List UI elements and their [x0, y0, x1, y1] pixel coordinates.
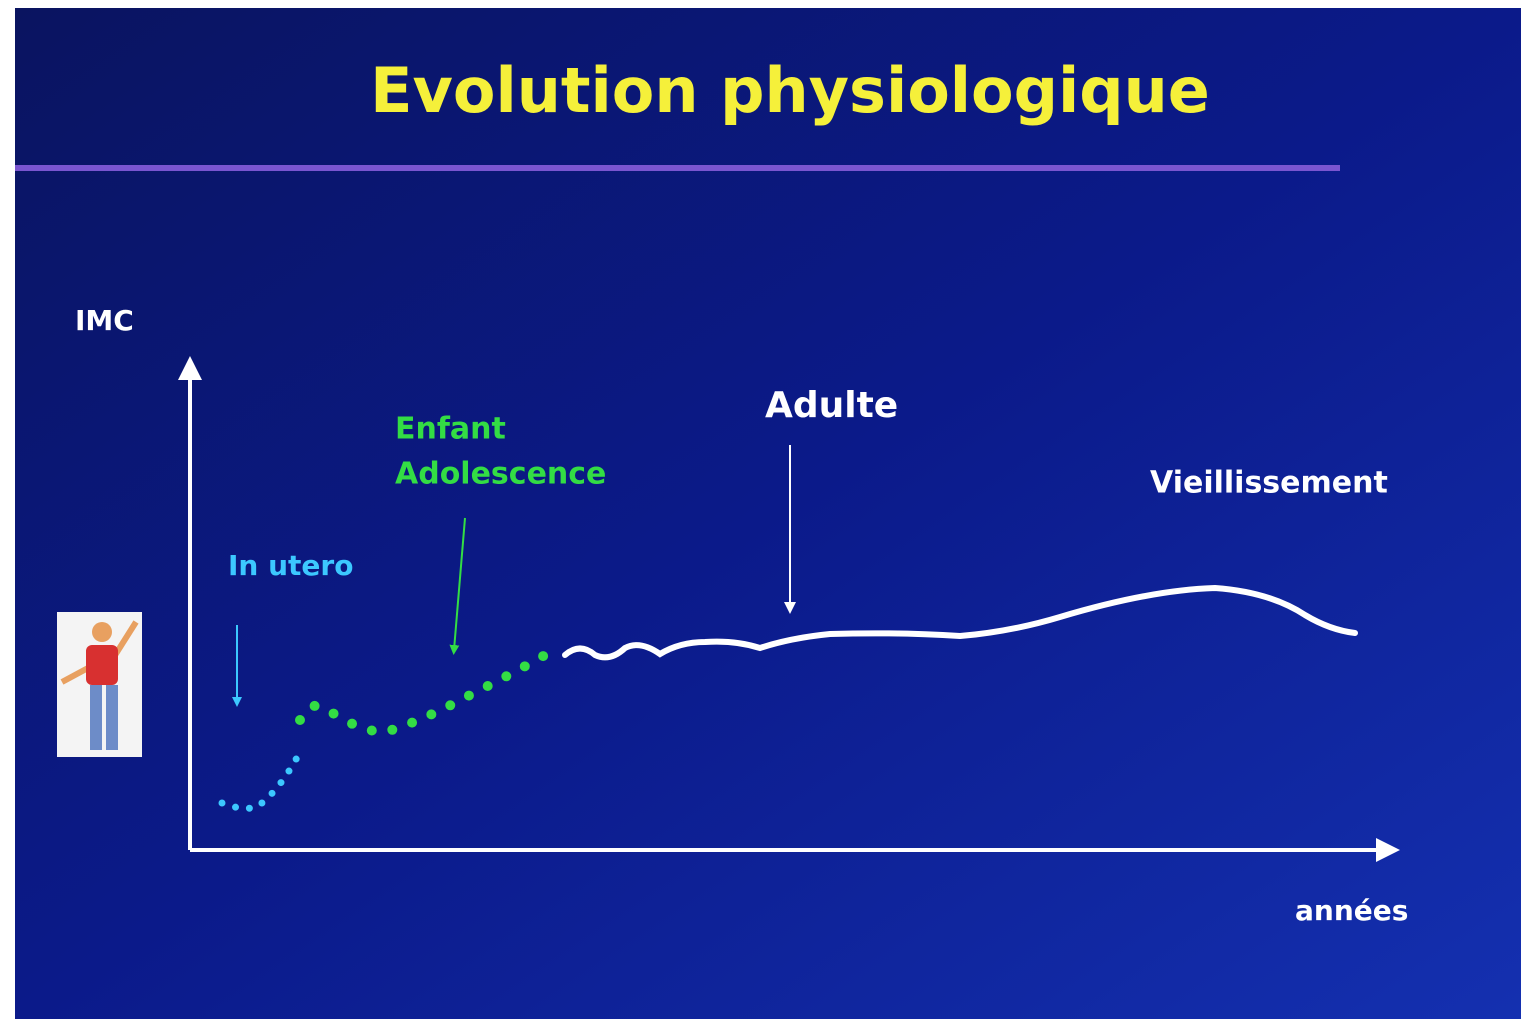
phase-label: Vieillissement: [1150, 466, 1388, 501]
x-axis-label: années: [1295, 894, 1408, 927]
phase-label: In utero: [228, 549, 353, 582]
person-icon: [57, 612, 142, 757]
phase-label: Adulte: [765, 385, 898, 426]
phase-label: Adolescence: [395, 457, 606, 492]
childhood-curve: [295, 650, 550, 738]
arrow: [449, 517, 466, 655]
title: Evolution physiologique: [370, 54, 1210, 127]
y-axis-label: IMC: [75, 304, 134, 337]
adult-curve: [562, 584, 1358, 661]
background: [15, 8, 1521, 1019]
in-utero-curve: [218, 748, 304, 812]
phase-label: Enfant: [395, 412, 506, 447]
